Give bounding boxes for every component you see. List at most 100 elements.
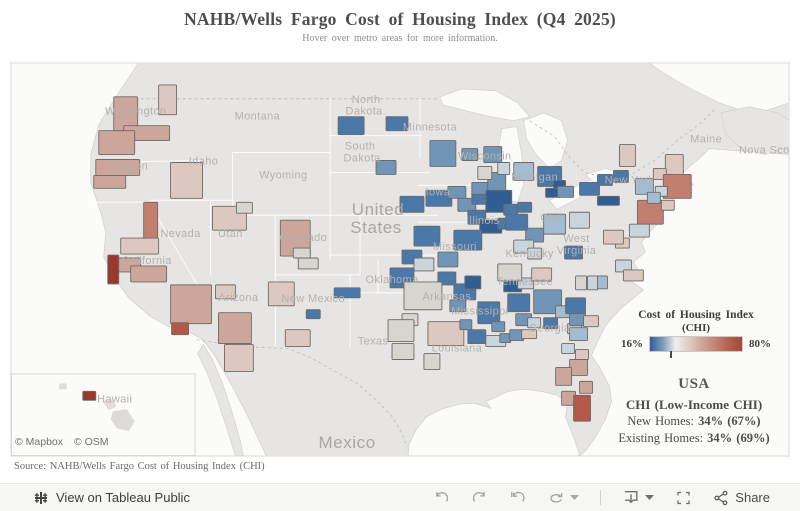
- metro-area[interactable]: [447, 185, 467, 199]
- metro-area[interactable]: [267, 281, 295, 307]
- metro-area[interactable]: [634, 177, 654, 195]
- metro-area[interactable]: [171, 322, 189, 336]
- metro-area[interactable]: [93, 174, 127, 189]
- metro-area[interactable]: [507, 293, 531, 313]
- metro-area[interactable]: [517, 201, 533, 213]
- metro-area[interactable]: [387, 319, 415, 343]
- metro-area[interactable]: [453, 229, 483, 251]
- metro-area[interactable]: [531, 267, 553, 282]
- metro-area[interactable]: [477, 166, 493, 180]
- metro-area[interactable]: [573, 394, 591, 422]
- metro-area[interactable]: [597, 173, 613, 186]
- metro-area[interactable]: [543, 213, 567, 235]
- metro-area[interactable]: [622, 269, 644, 282]
- refresh-button[interactable]: [547, 490, 580, 506]
- metro-area[interactable]: [561, 343, 576, 354]
- metro-area[interactable]: [491, 321, 506, 333]
- metro-area[interactable]: [565, 297, 586, 315]
- metro-area[interactable]: [569, 211, 590, 229]
- metro-area[interactable]: [423, 353, 441, 370]
- metro-area[interactable]: [569, 327, 588, 342]
- metro-area[interactable]: [636, 199, 664, 225]
- metro-area[interactable]: [305, 309, 321, 320]
- metro-area[interactable]: [467, 329, 487, 345]
- metro-area[interactable]: [521, 329, 538, 340]
- metro-area[interactable]: [224, 344, 254, 372]
- metro-area[interactable]: [579, 181, 600, 196]
- metro-area[interactable]: [603, 229, 624, 245]
- metro-area[interactable]: [98, 130, 136, 155]
- redo-button[interactable]: [471, 490, 488, 506]
- metro-area[interactable]: [543, 317, 559, 330]
- metro-area[interactable]: [555, 367, 573, 386]
- osm-attribution-link[interactable]: © OSM: [73, 436, 109, 448]
- metro-area[interactable]: [499, 333, 512, 344]
- metro-area[interactable]: [82, 390, 97, 401]
- metro-area[interactable]: [158, 84, 178, 116]
- metro-area[interactable]: [597, 195, 620, 206]
- metro-area[interactable]: [505, 213, 529, 231]
- metro-area[interactable]: [461, 148, 479, 161]
- download-button[interactable]: [622, 489, 655, 506]
- metro-area[interactable]: [403, 281, 443, 311]
- metro-area[interactable]: [437, 251, 459, 268]
- metro-area[interactable]: [618, 144, 636, 167]
- metro-area[interactable]: [292, 247, 311, 259]
- metro-area[interactable]: [575, 275, 587, 291]
- metro-area[interactable]: [497, 263, 523, 282]
- metro-area[interactable]: [297, 257, 319, 270]
- fullscreen-button[interactable]: [675, 490, 692, 506]
- metro-area[interactable]: [527, 317, 542, 329]
- metro-area[interactable]: [569, 359, 588, 376]
- metro-area[interactable]: [170, 284, 212, 325]
- metro-area[interactable]: [497, 162, 511, 175]
- metro-area[interactable]: [130, 265, 168, 283]
- metro-area[interactable]: [525, 227, 545, 243]
- metro-area[interactable]: [513, 162, 535, 181]
- metro-area[interactable]: [459, 319, 473, 331]
- metro-area[interactable]: [385, 116, 409, 132]
- metro-area[interactable]: [235, 201, 253, 214]
- view-on-tableau-public-link[interactable]: View on Tableau Public: [33, 490, 190, 506]
- mapbox-attribution-link[interactable]: © Mapbox: [15, 436, 64, 448]
- metro-area[interactable]: [471, 193, 487, 205]
- metro-area[interactable]: [413, 225, 441, 247]
- metro-area[interactable]: [399, 195, 425, 213]
- metro-area[interactable]: [437, 271, 457, 286]
- metro-area[interactable]: [527, 247, 543, 260]
- metro-area[interactable]: [427, 321, 465, 347]
- metro-area[interactable]: [575, 349, 589, 360]
- metro-area[interactable]: [583, 315, 599, 328]
- metro-area[interactable]: [557, 185, 575, 198]
- metro-area[interactable]: [483, 146, 503, 163]
- revert-button[interactable]: [509, 490, 526, 506]
- metro-area[interactable]: [337, 116, 365, 136]
- metro-area[interactable]: [613, 170, 629, 183]
- metro-area[interactable]: [457, 197, 477, 212]
- map-canvas[interactable]: Washington MontanaNorthDakotaSouthDakotaM…: [11, 63, 789, 456]
- metro-area[interactable]: [375, 160, 397, 175]
- metro-area[interactable]: [464, 275, 482, 290]
- undo-button[interactable]: [433, 490, 450, 506]
- metro-area[interactable]: [533, 289, 563, 315]
- metro-area[interactable]: [333, 287, 361, 299]
- metro-area[interactable]: [477, 301, 501, 325]
- metro-area[interactable]: [664, 154, 684, 177]
- metro-area[interactable]: [284, 329, 311, 348]
- metro-area[interactable]: [429, 140, 457, 167]
- metro-area[interactable]: [564, 245, 583, 260]
- metro-area[interactable]: [170, 162, 203, 199]
- metro-area[interactable]: [120, 237, 160, 255]
- metro-area[interactable]: [628, 223, 650, 238]
- metro-area[interactable]: [646, 191, 661, 204]
- metro-area[interactable]: [579, 380, 593, 394]
- metro-area[interactable]: [413, 257, 435, 272]
- share-button[interactable]: Share: [713, 490, 770, 506]
- metro-area[interactable]: [107, 254, 120, 285]
- metro-area[interactable]: [660, 199, 675, 211]
- metro-area[interactable]: [449, 299, 467, 313]
- metro-area[interactable]: [587, 275, 598, 291]
- metro-area[interactable]: [503, 203, 519, 216]
- metro-area[interactable]: [391, 343, 415, 360]
- metro-area[interactable]: [215, 284, 236, 300]
